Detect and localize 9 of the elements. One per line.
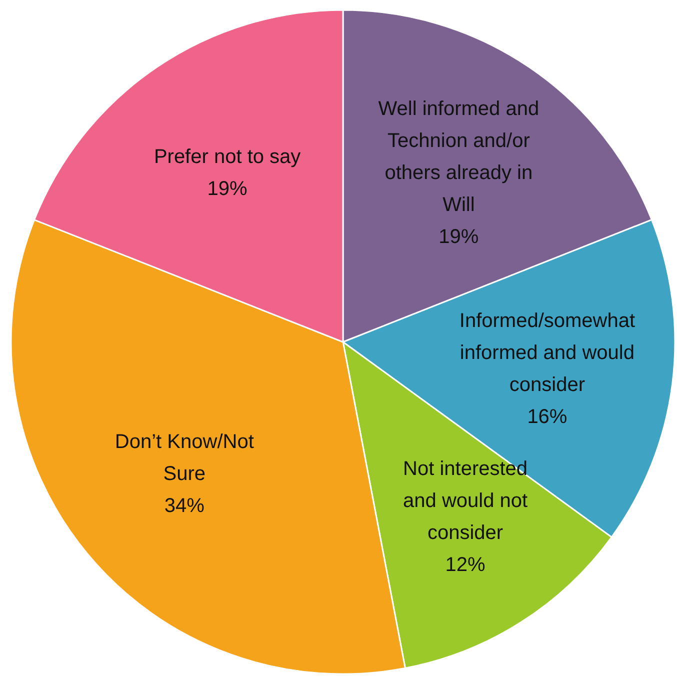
- slice-label: Informed/somewhat informed and would consider: [459, 310, 636, 396]
- data-label: 19%: [438, 226, 479, 248]
- slice-label: Don’t Know/Not Sure: [114, 431, 254, 486]
- data-label: 19%: [207, 178, 248, 200]
- data-label: 12%: [445, 554, 486, 576]
- slice-label: Prefer not to say: [154, 146, 301, 168]
- slice-label: Well informed and Technion and/or others already in Will: [378, 98, 540, 216]
- data-label: 16%: [527, 406, 568, 428]
- data-label: 34%: [164, 495, 205, 518]
